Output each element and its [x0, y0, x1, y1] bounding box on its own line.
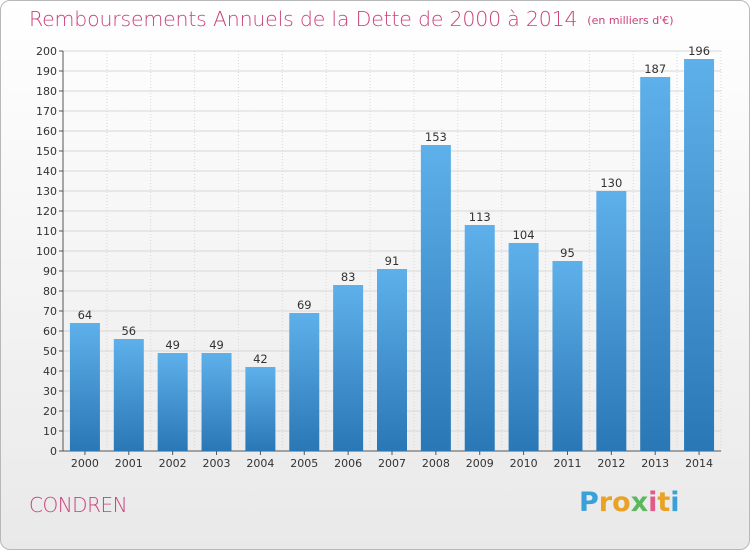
logo-letter: t — [657, 487, 671, 518]
y-tick-label: 190 — [36, 65, 57, 78]
data-label: 64 — [78, 308, 93, 322]
data-label: 130 — [600, 176, 622, 190]
x-tick-label: 2006 — [334, 457, 362, 470]
y-tick-label: 10 — [43, 425, 57, 438]
data-label: 91 — [385, 254, 400, 268]
x-tick-label: 2003 — [203, 457, 231, 470]
data-label: 196 — [688, 44, 710, 58]
data-label: 83 — [341, 270, 356, 284]
commune-name: CONDREN — [29, 493, 128, 517]
logo-letter: P — [579, 487, 599, 518]
logo-letter: o — [612, 487, 631, 518]
x-tick-label: 2005 — [290, 457, 318, 470]
y-tick-label: 100 — [36, 245, 57, 258]
x-tick-label: 2011 — [553, 457, 581, 470]
data-label: 153 — [425, 130, 447, 144]
data-label: 49 — [209, 338, 224, 352]
logo-letter: x — [630, 487, 649, 518]
y-tick-label: 110 — [36, 225, 57, 238]
bar-2011 — [552, 261, 583, 451]
data-label: 69 — [297, 298, 312, 312]
y-tick-label: 90 — [43, 265, 57, 278]
data-label: 104 — [513, 228, 535, 242]
data-label: 42 — [253, 352, 268, 366]
y-tick-label: 40 — [43, 365, 57, 378]
logo-letter: r — [598, 487, 613, 518]
bar-2005 — [289, 313, 320, 451]
bar-2010 — [508, 243, 539, 451]
data-label: 187 — [644, 62, 666, 76]
logo-letter: i — [670, 487, 680, 518]
bar-2001 — [113, 339, 144, 451]
y-tick-label: 80 — [43, 285, 57, 298]
x-tick-label: 2013 — [641, 457, 669, 470]
bar-2013 — [640, 77, 671, 451]
bar-2004 — [245, 367, 276, 451]
data-labels: 64 56 49 49 42 69 83 91 153 113 104 95 130 187 196 — [78, 44, 710, 366]
chart-unit: (en milliers d'€) — [587, 14, 674, 27]
data-label: 49 — [165, 338, 180, 352]
x-tick-label: 2001 — [115, 457, 143, 470]
x-tick-label: 2012 — [597, 457, 625, 470]
x-tick-label: 2014 — [685, 457, 713, 470]
data-label: 113 — [469, 210, 491, 224]
x-tick-label: 2002 — [159, 457, 187, 470]
y-tick-label: 0 — [50, 445, 57, 458]
y-tick-label: 50 — [43, 345, 57, 358]
data-label: 95 — [560, 246, 575, 260]
bar-2014 — [684, 59, 715, 451]
x-tick-label: 2010 — [510, 457, 538, 470]
y-tick-label: 150 — [36, 145, 57, 158]
logo-letter: i — [648, 487, 658, 518]
axes: 0 10 20 30 40 50 60 70 80 90 100 110 120 130 140 150 160… — [36, 45, 721, 470]
y-tick-label: 120 — [36, 205, 57, 218]
chart-title: Remboursements Annuels de la Dette de 20… — [29, 7, 578, 31]
bar-2007 — [377, 269, 407, 451]
bars — [69, 59, 715, 451]
y-tick-label: 70 — [43, 305, 57, 318]
x-tick-label: 2008 — [422, 457, 450, 470]
x-tick-label: 2009 — [466, 457, 494, 470]
y-tick-label: 60 — [43, 325, 57, 338]
y-tick-label: 140 — [36, 165, 57, 178]
y-tick-label: 20 — [43, 405, 57, 418]
bar-2002 — [157, 353, 188, 451]
x-tick-label: 2004 — [246, 457, 274, 470]
y-tick-label: 180 — [36, 85, 57, 98]
y-tick-label: 130 — [36, 185, 57, 198]
bar-2008 — [420, 145, 451, 451]
bar-2000 — [69, 323, 100, 451]
bar-2003 — [201, 353, 232, 451]
bar-2006 — [333, 285, 364, 451]
data-label: 56 — [121, 324, 136, 338]
x-tick-label: 2007 — [378, 457, 406, 470]
x-tick-label: 2000 — [71, 457, 99, 470]
chart-title-row: Remboursements Annuels de la Dette de 20… — [29, 7, 674, 31]
y-tick-label: 160 — [36, 125, 57, 138]
proxiti-logo: Proxiti — [579, 487, 680, 518]
y-tick-label: 200 — [36, 45, 57, 58]
bar-2009 — [464, 225, 495, 451]
y-tick-label: 170 — [36, 105, 57, 118]
bar-2012 — [596, 191, 627, 451]
y-tick-label: 30 — [43, 385, 57, 398]
